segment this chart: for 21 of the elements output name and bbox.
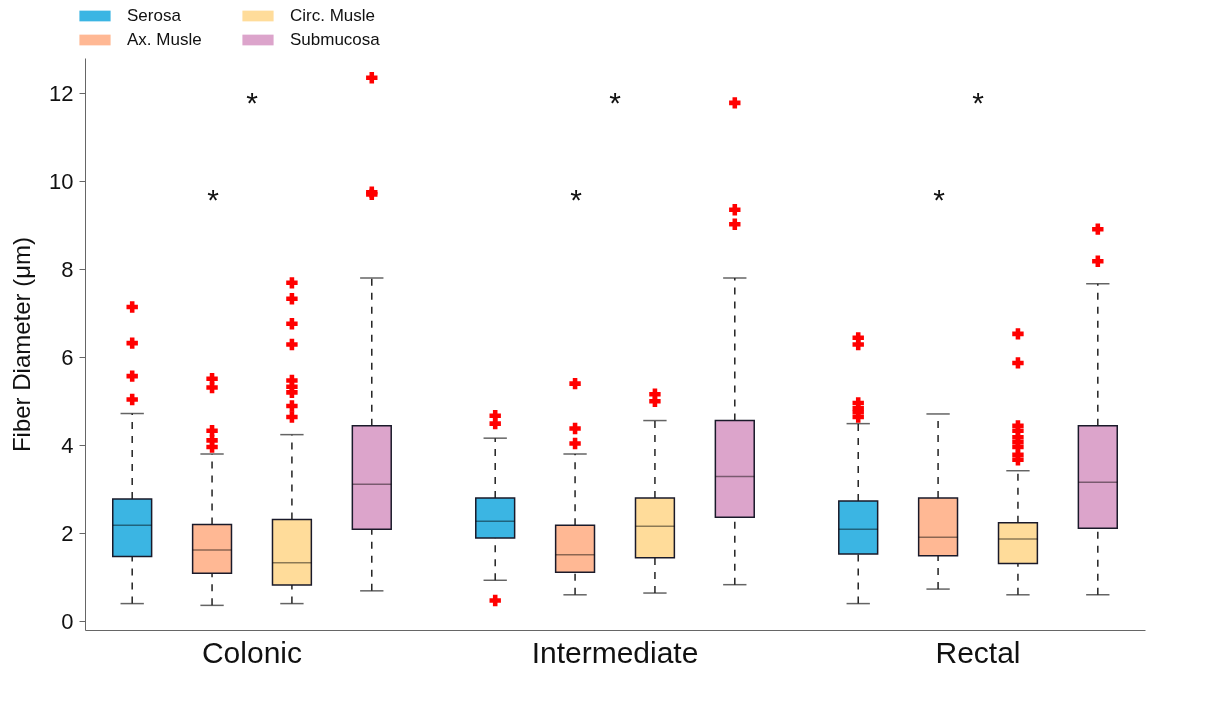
x-tick-label: Rectal bbox=[935, 635, 1021, 669]
x-tick-label: Colonic bbox=[201, 635, 303, 669]
legend-label: Ax. Musle bbox=[127, 30, 202, 49]
y-tick-label: 10 bbox=[49, 168, 74, 194]
legend-label: Submucosa bbox=[290, 30, 381, 49]
legend-label: Circ. Musle bbox=[290, 6, 376, 25]
annotation: * bbox=[570, 183, 583, 216]
y-axis-title: Fiber Diameter (μm) bbox=[8, 236, 36, 453]
annotation: * bbox=[933, 183, 946, 216]
y-tick-label: 8 bbox=[61, 256, 74, 282]
annotation: * bbox=[609, 85, 622, 119]
y-tick-label: 6 bbox=[61, 344, 74, 370]
y-tick-label: 0 bbox=[61, 608, 74, 634]
y-tick-label: 4 bbox=[61, 432, 74, 458]
annotation: * bbox=[207, 183, 220, 216]
x-tick-label: Intermediate bbox=[531, 635, 699, 669]
y-tick-label: 12 bbox=[49, 80, 74, 106]
annotation: * bbox=[972, 85, 985, 119]
y-tick-label: 2 bbox=[61, 520, 74, 546]
legend-label: Serosa bbox=[127, 6, 182, 25]
annotation: * bbox=[246, 85, 259, 119]
